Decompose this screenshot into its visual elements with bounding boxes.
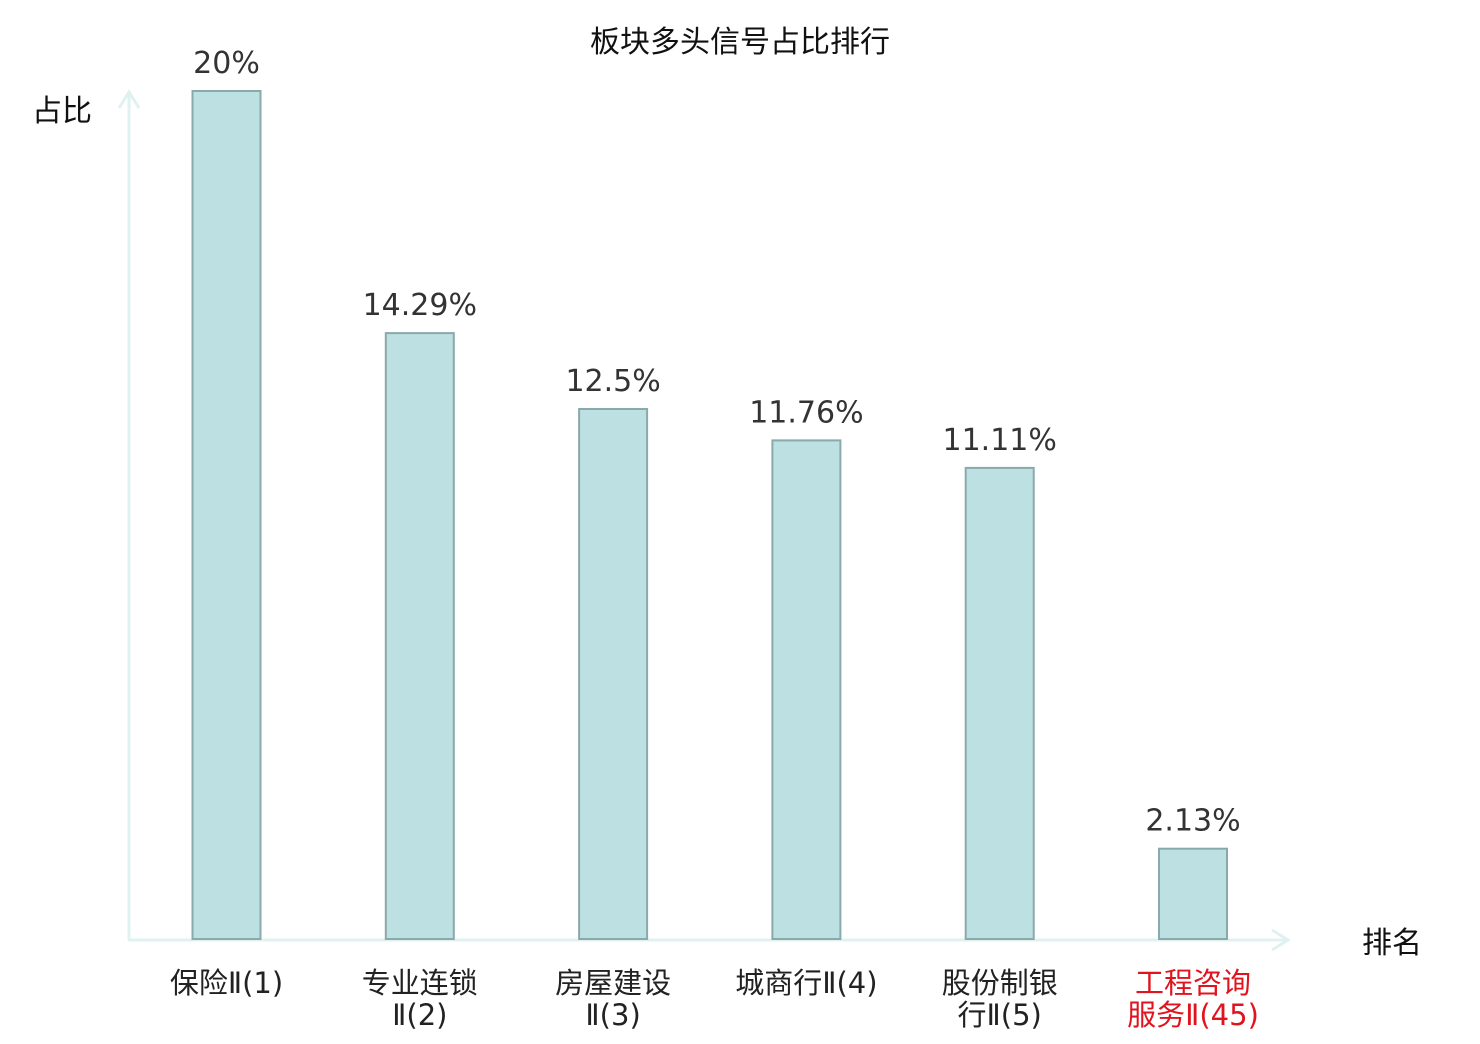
- value-label-1: 20%: [193, 46, 260, 81]
- x-tick-label-2-line-1: 专业连锁: [362, 966, 478, 1000]
- value-label-4: 11.76%: [749, 395, 863, 430]
- bar-2: [384, 332, 455, 941]
- x-tick-label-6-line-1: 工程咨询: [1135, 966, 1251, 1000]
- bars: [191, 90, 1228, 941]
- bar-1: [191, 90, 262, 940]
- x-tick-label-4: 城商行Ⅱ(4): [735, 966, 877, 1000]
- x-tick-label-3-line-2: Ⅱ(3): [585, 998, 640, 1032]
- y-axis-label: 占比: [32, 94, 92, 129]
- x-tick-label-5-line-2: 行Ⅱ(5): [958, 998, 1042, 1032]
- x-tick-label-5-line-1: 股份制银: [942, 966, 1058, 1000]
- x-tick-label-3-line-1: 房屋建设: [555, 966, 671, 1000]
- bar-5: [964, 466, 1035, 940]
- x-axis-arrow: [1271, 928, 1291, 952]
- x-axis-label: 排名: [1362, 926, 1422, 961]
- value-label-5: 11.11%: [943, 423, 1057, 458]
- x-tick-label-1: 保险Ⅱ(1): [170, 966, 283, 1000]
- bar-3: [578, 408, 649, 940]
- chart-title: 板块多头信号占比排行: [590, 25, 890, 60]
- value-label-6: 2.13%: [1145, 804, 1240, 839]
- x-tick-label-6-line-2: 服务Ⅱ(45): [1127, 998, 1259, 1032]
- value-labels: 20% 14.29% 12.5% 11.76% 11.11% 2.13%: [193, 46, 1241, 839]
- bar-4: [771, 439, 842, 940]
- x-tick-label-2-line-2: Ⅱ(2): [392, 998, 447, 1032]
- value-label-3: 12.5%: [565, 364, 660, 399]
- axes: [117, 89, 1291, 952]
- value-label-2: 14.29%: [363, 288, 477, 323]
- bar-6: [1158, 847, 1228, 941]
- y-axis-arrow: [117, 89, 141, 109]
